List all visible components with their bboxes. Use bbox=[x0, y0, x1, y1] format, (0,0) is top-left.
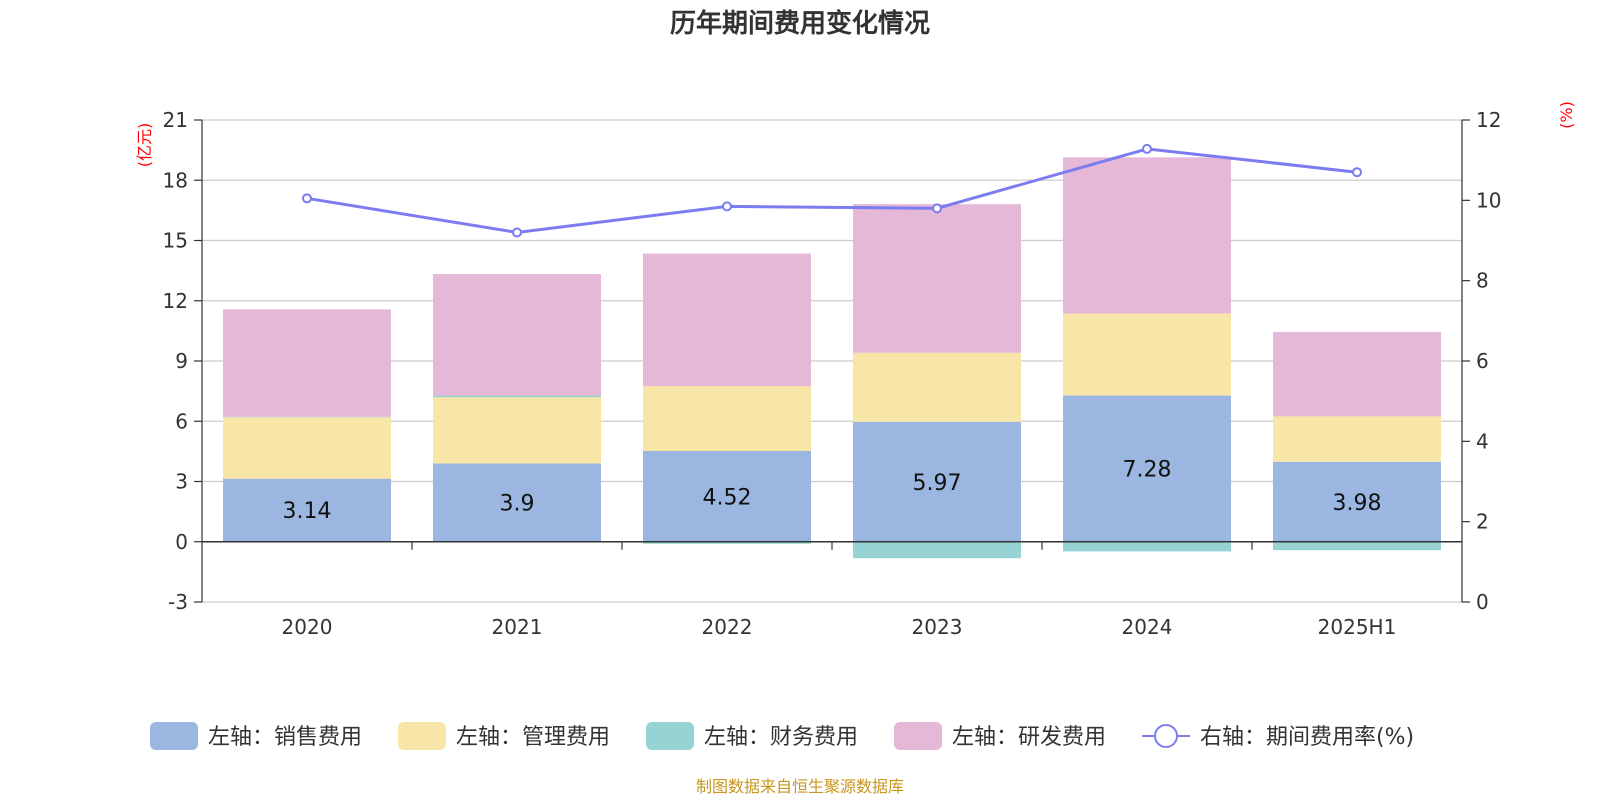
bar-rnd bbox=[1063, 157, 1231, 314]
rate-point bbox=[1352, 167, 1362, 178]
legend-swatch-finance bbox=[646, 722, 694, 750]
legend-swatch-sales bbox=[150, 722, 198, 750]
left-tick-label: 3 bbox=[175, 470, 188, 494]
legend-swatch-admin bbox=[398, 722, 446, 750]
left-tick-label: 6 bbox=[175, 409, 188, 433]
bar-rnd bbox=[853, 204, 1021, 353]
bar-finance bbox=[433, 395, 601, 398]
bar-admin bbox=[643, 386, 811, 451]
bar-finance bbox=[1273, 541, 1441, 551]
left-tick-label: -3 bbox=[168, 590, 188, 614]
bar-rnd bbox=[1273, 332, 1441, 417]
legend-label-finance: 左轴：财务费用 bbox=[704, 725, 858, 750]
data-label-sales: 3.9 bbox=[500, 492, 535, 517]
rate-point bbox=[512, 227, 522, 238]
left-tick-label: 21 bbox=[163, 108, 188, 132]
rate-point bbox=[932, 203, 942, 214]
bar-sales bbox=[433, 463, 601, 542]
legend-label-sales: 左轴：销售费用 bbox=[208, 725, 362, 750]
legend-label-admin: 左轴：管理费用 bbox=[456, 725, 610, 750]
bar-sales bbox=[223, 478, 391, 542]
category-label: 2021 bbox=[492, 615, 543, 639]
legend: 左轴：销售费用 左轴：管理费用 左轴：财务费用 左轴：研发费用 右轴：期间费用率(%) bbox=[150, 722, 1414, 750]
bar-sales bbox=[1273, 461, 1441, 542]
legend-swatch-marker bbox=[1154, 724, 1178, 748]
data-label-layer: 3.14 3.9 4.52 5.97 7.28 3.98 bbox=[283, 458, 1382, 525]
rate-point bbox=[1142, 143, 1152, 154]
data-label-sales: 5.97 bbox=[913, 471, 962, 496]
rate-point bbox=[302, 193, 312, 204]
bar-sales bbox=[853, 421, 1021, 542]
bar-sales bbox=[643, 450, 811, 542]
data-label-sales: 4.52 bbox=[703, 485, 752, 510]
bar-admin bbox=[433, 397, 601, 464]
legend-label-rate: 右轴：期间费用率(%) bbox=[1200, 725, 1414, 750]
left-tick-label: 0 bbox=[175, 530, 188, 554]
bar-finance bbox=[223, 416, 391, 418]
left-tick-label: 12 bbox=[163, 289, 188, 313]
bar-finance bbox=[1063, 541, 1231, 552]
category-label: 2020 bbox=[282, 615, 333, 639]
category-label: 2022 bbox=[702, 615, 753, 639]
right-tick-label: 10 bbox=[1476, 188, 1501, 212]
axis-layer: -3 0 3 6 9 12 15 18 21 0 2 4 6 8 10 12 2020 2021 2022 2023 2… bbox=[135, 101, 1576, 639]
rate-point bbox=[722, 201, 732, 212]
data-label-sales: 3.98 bbox=[1333, 491, 1382, 516]
bar-layer bbox=[223, 157, 1441, 559]
bar-rnd bbox=[433, 274, 601, 396]
bar-admin bbox=[1273, 416, 1441, 462]
data-label-sales: 7.28 bbox=[1123, 458, 1172, 483]
legend-swatch-rnd bbox=[894, 722, 942, 750]
chart-title: 历年期间费用变化情况 bbox=[670, 8, 930, 39]
rate-line bbox=[306, 147, 1358, 234]
bar-rnd bbox=[643, 253, 811, 387]
bar-finance bbox=[853, 541, 1021, 559]
bar-rnd bbox=[223, 309, 391, 417]
category-label: 2024 bbox=[1122, 615, 1173, 639]
source-note: 制图数据来自恒生聚源数据库 bbox=[696, 777, 904, 796]
right-tick-label: 6 bbox=[1476, 349, 1489, 373]
category-label: 2023 bbox=[912, 615, 963, 639]
grid-lines bbox=[202, 119, 1462, 603]
bar-admin bbox=[1063, 313, 1231, 396]
bar-finance bbox=[643, 541, 811, 544]
left-tick-label: 9 bbox=[175, 349, 188, 373]
right-tick-label: 8 bbox=[1476, 269, 1489, 293]
left-axis-unit: (亿元) bbox=[135, 123, 154, 168]
bar-admin bbox=[223, 417, 391, 479]
data-label-sales: 3.14 bbox=[283, 499, 332, 524]
right-tick-label: 12 bbox=[1476, 108, 1501, 132]
bar-sales bbox=[1063, 395, 1231, 542]
right-tick-label: 2 bbox=[1476, 510, 1489, 534]
right-axis-unit: (%) bbox=[1557, 101, 1576, 129]
left-tick-label: 18 bbox=[163, 168, 188, 192]
category-label: 2025H1 bbox=[1318, 615, 1397, 639]
left-tick-label: 15 bbox=[163, 229, 188, 253]
right-tick-label: 4 bbox=[1476, 429, 1489, 453]
line-layer bbox=[302, 143, 1362, 238]
bar-admin bbox=[853, 352, 1021, 422]
right-tick-label: 0 bbox=[1476, 590, 1489, 614]
legend-label-rnd: 左轴：研发费用 bbox=[952, 725, 1106, 750]
